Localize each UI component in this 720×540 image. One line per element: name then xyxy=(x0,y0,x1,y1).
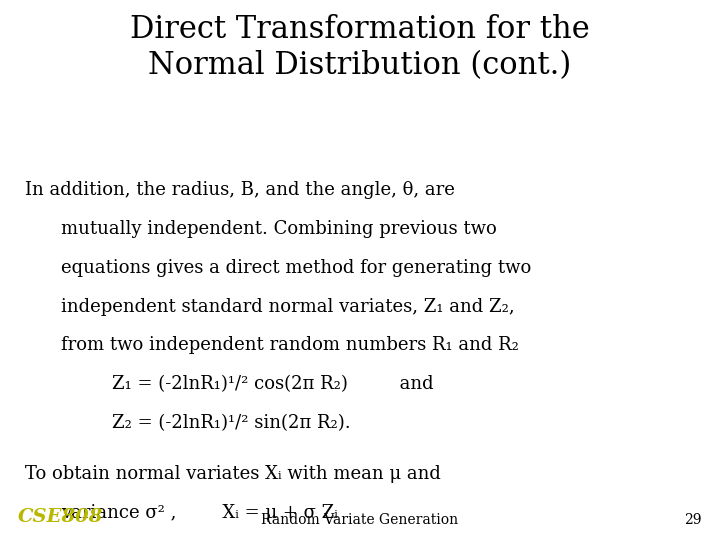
Text: In addition, the radius, B, and the angle, θ, are: In addition, the radius, B, and the angl… xyxy=(25,181,455,199)
Text: mutually independent. Combining previous two: mutually independent. Combining previous… xyxy=(61,220,497,238)
Text: equations gives a direct method for generating two: equations gives a direct method for gene… xyxy=(61,259,531,276)
Text: Z₂ = (-2lnR₁)¹/² sin(2π R₂).: Z₂ = (-2lnR₁)¹/² sin(2π R₂). xyxy=(112,414,350,432)
Text: CSE808: CSE808 xyxy=(18,509,104,526)
Text: independent standard normal variates, Z₁ and Z₂,: independent standard normal variates, Z₁… xyxy=(61,298,515,315)
Text: Random Variate Generation: Random Variate Generation xyxy=(261,512,459,526)
Text: variance σ² ,        Xᵢ = μ + σ Zᵢ: variance σ² , Xᵢ = μ + σ Zᵢ xyxy=(61,504,338,522)
Text: Z₁ = (-2lnR₁)¹/² cos(2π R₂)         and: Z₁ = (-2lnR₁)¹/² cos(2π R₂) and xyxy=(112,375,433,393)
Text: from two independent random numbers R₁ and R₂: from two independent random numbers R₁ a… xyxy=(61,336,519,354)
Text: 29: 29 xyxy=(685,512,702,526)
Text: To obtain normal variates Xᵢ with mean μ and: To obtain normal variates Xᵢ with mean μ… xyxy=(25,465,441,483)
Text: Direct Transformation for the
Normal Distribution (cont.): Direct Transformation for the Normal Dis… xyxy=(130,14,590,82)
